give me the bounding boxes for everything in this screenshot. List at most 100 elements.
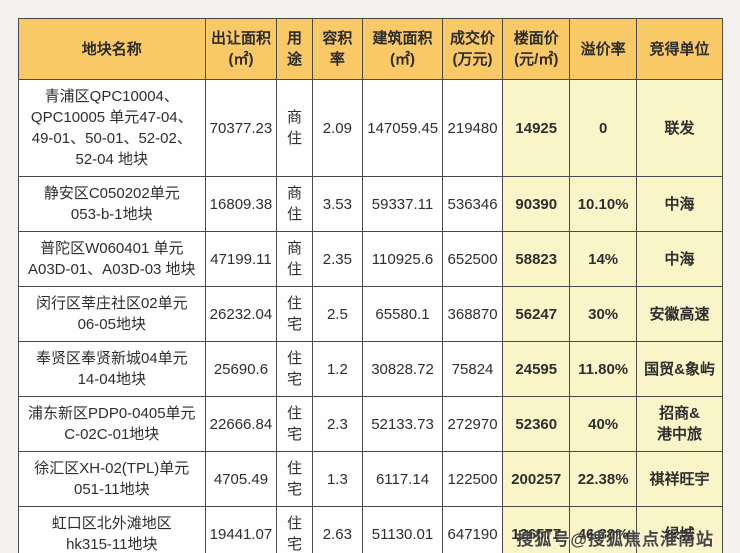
header-building-area: 建筑面积 (㎡): [362, 18, 443, 80]
cell-premium-rate: 40%: [569, 396, 638, 452]
cell-winning-bidder: 中海: [636, 176, 723, 232]
cell-winning-bidder: 招商& 港中旅: [636, 396, 723, 452]
header-label: 建筑面积: [372, 30, 433, 47]
cell-transfer-area: 19441.07: [204, 506, 278, 553]
cell-usage: 住宅: [276, 286, 313, 342]
cell-floor-price: 90390: [502, 176, 571, 232]
cell-usage: 商住: [276, 231, 313, 287]
cell-floor-price: 14925: [502, 79, 571, 177]
table-header: 地块名称 出让面积 (㎡) 用途 容积率 建筑面积 (㎡) 成交价: [18, 18, 723, 80]
cell-parcel-name: 普陀区W060401 单元 A03D-01、A03D-03 地块: [18, 231, 206, 287]
land-transaction-table: 地块名称 出让面积 (㎡) 用途 容积率 建筑面积 (㎡) 成交价: [18, 18, 723, 553]
cell-transfer-area: 47199.11: [204, 231, 278, 287]
cell-deal-price: 536346: [441, 176, 504, 232]
cell-plot-ratio: 2.3: [311, 396, 364, 452]
cell-building-area: 59337.11: [362, 176, 443, 232]
cell-usage: 商住: [276, 176, 313, 232]
header-unit: (㎡): [390, 51, 415, 68]
header-usage: 用途: [276, 18, 313, 80]
cell-floor-price: 24595: [502, 341, 571, 397]
table-row: 浦东新区PDP0-0405单元 C-02C-01地块 22666.84 住宅 2…: [18, 396, 723, 452]
cell-premium-rate: 14%: [569, 231, 638, 287]
cell-transfer-area: 4705.49: [204, 451, 278, 507]
cell-parcel-name: 静安区C050202单元 053-b-1地块: [18, 176, 206, 232]
cell-deal-price: 122500: [441, 451, 504, 507]
header-label: 地块名称: [81, 40, 142, 58]
cell-premium-rate: 30%: [569, 286, 638, 342]
table-row: 虹口区北外滩地区 hk315-11地块 19441.07 住宅 2.63 511…: [18, 506, 723, 553]
cell-usage: 商住: [276, 79, 313, 177]
header-label: 容积率: [322, 30, 353, 68]
table-row: 普陀区W060401 单元 A03D-01、A03D-03 地块 47199.1…: [18, 231, 723, 287]
header-row: 地块名称 出让面积 (㎡) 用途 容积率 建筑面积 (㎡) 成交价: [18, 18, 723, 80]
header-premium-rate: 溢价率: [569, 18, 638, 80]
cell-parcel-name: 闵行区莘庄社区02单元 06-05地块: [18, 286, 206, 342]
cell-winning-bidder: 国贸&象屿: [636, 341, 723, 397]
cell-building-area: 110925.6: [362, 231, 443, 287]
header-transfer-area: 出让面积 (㎡): [204, 18, 278, 80]
cell-winning-bidder: 中海: [636, 231, 723, 287]
cell-parcel-name: 虹口区北外滩地区 hk315-11地块: [18, 506, 206, 553]
cell-premium-rate: 46.33%: [569, 506, 638, 553]
header-plot-ratio: 容积率: [311, 18, 364, 80]
header-deal-price: 成交价 (万元): [441, 18, 504, 80]
cell-deal-price: 75824: [441, 341, 504, 397]
cell-premium-rate: 22.38%: [569, 451, 638, 507]
cell-deal-price: 219480: [441, 79, 504, 177]
table-row: 徐汇区XH-02(TPL)单元 051-11地块 4705.49 住宅 1.3 …: [18, 451, 723, 507]
cell-transfer-area: 25690.6: [204, 341, 278, 397]
table-row: 奉贤区奉贤新城04单元 14-04地块 25690.6 住宅 1.2 30828…: [18, 341, 723, 397]
cell-building-area: 51130.01: [362, 506, 443, 553]
cell-transfer-area: 16809.38: [204, 176, 278, 232]
header-floor-price: 楼面价 (元/㎡): [502, 18, 571, 80]
cell-floor-price: 58823: [502, 231, 571, 287]
cell-floor-price: 56247: [502, 286, 571, 342]
header-winning-bidder: 竞得单位: [636, 18, 723, 80]
cell-building-area: 52133.73: [362, 396, 443, 452]
cell-floor-price: 52360: [502, 396, 571, 452]
header-label: 溢价率: [580, 40, 626, 58]
header-unit: (万元): [452, 51, 493, 68]
cell-premium-rate: 11.80%: [569, 341, 638, 397]
header-label: 用途: [286, 30, 302, 68]
cell-parcel-name: 徐汇区XH-02(TPL)单元 051-11地块: [18, 451, 206, 507]
cell-building-area: 6117.14: [362, 451, 443, 507]
cell-transfer-area: 26232.04: [204, 286, 278, 342]
cell-usage: 住宅: [276, 506, 313, 553]
cell-deal-price: 647190: [441, 506, 504, 553]
cell-winning-bidder: 绿城: [636, 506, 723, 553]
cell-premium-rate: 0: [569, 79, 638, 177]
table-body: 青浦区QPC10004、 QPC10005 单元47-04、 49-01、50-…: [18, 79, 723, 553]
cell-plot-ratio: 3.53: [311, 176, 364, 232]
header-parcel-name: 地块名称: [18, 18, 206, 80]
cell-usage: 住宅: [276, 451, 313, 507]
header-unit: (元/㎡): [514, 51, 559, 68]
cell-usage: 住宅: [276, 341, 313, 397]
cell-deal-price: 272970: [441, 396, 504, 452]
cell-parcel-name: 浦东新区PDP0-0405单元 C-02C-01地块: [18, 396, 206, 452]
cell-deal-price: 652500: [441, 231, 504, 287]
header-label: 成交价: [450, 30, 496, 47]
cell-premium-rate: 10.10%: [569, 176, 638, 232]
header-label: 出让面积: [210, 30, 271, 47]
cell-building-area: 147059.45: [362, 79, 443, 177]
cell-winning-bidder: 联发: [636, 79, 723, 177]
table-row: 静安区C050202单元 053-b-1地块 16809.38 商住 3.53 …: [18, 176, 723, 232]
cell-winning-bidder: 祺祥旺宇: [636, 451, 723, 507]
cell-plot-ratio: 1.3: [311, 451, 364, 507]
header-label: 竞得单位: [649, 40, 710, 58]
cell-parcel-name: 奉贤区奉贤新城04单元 14-04地块: [18, 341, 206, 397]
header-unit: (㎡): [228, 51, 254, 68]
cell-deal-price: 368870: [441, 286, 504, 342]
cell-transfer-area: 70377.23: [204, 79, 278, 177]
table-row: 闵行区莘庄社区02单元 06-05地块 26232.04 住宅 2.5 6558…: [18, 286, 723, 342]
cell-floor-price: 200257: [502, 451, 571, 507]
cell-plot-ratio: 2.35: [311, 231, 364, 287]
cell-building-area: 65580.1: [362, 286, 443, 342]
cell-parcel-name: 青浦区QPC10004、 QPC10005 单元47-04、 49-01、50-…: [18, 79, 206, 177]
table-row: 青浦区QPC10004、 QPC10005 单元47-04、 49-01、50-…: [18, 79, 723, 177]
header-label: 楼面价: [513, 30, 559, 47]
cell-transfer-area: 22666.84: [204, 396, 278, 452]
cell-plot-ratio: 1.2: [311, 341, 364, 397]
